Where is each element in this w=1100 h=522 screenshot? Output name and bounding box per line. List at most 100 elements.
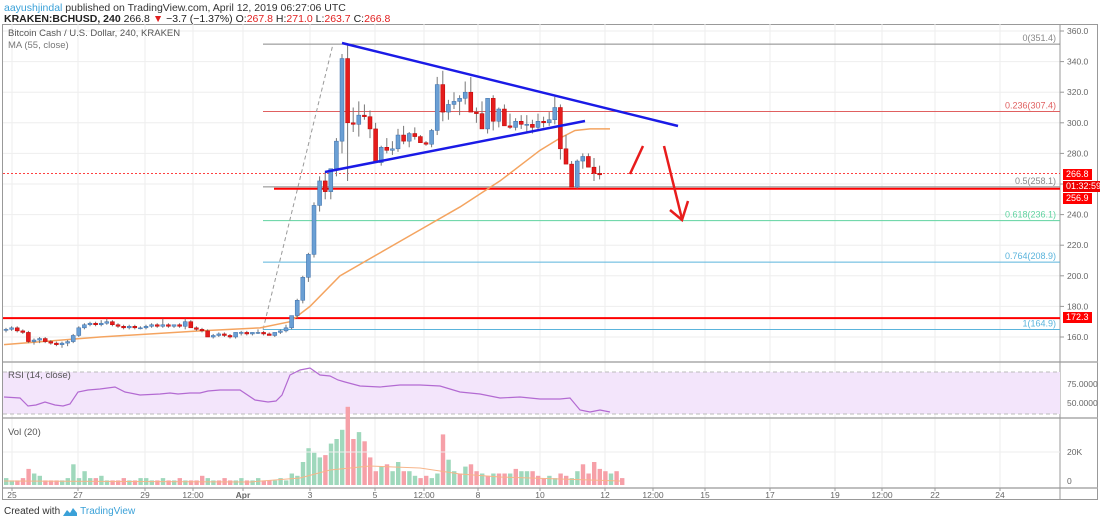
candle-body [390, 148, 395, 151]
candle-body [42, 338, 48, 342]
volume-bar [379, 466, 384, 485]
candle-body [328, 168, 334, 192]
ma-legend: MA (55, close) [8, 40, 69, 51]
candle-body [54, 342, 59, 345]
time-axis-label: 29 [140, 490, 150, 500]
candle-body [37, 338, 42, 341]
volume-bar [564, 475, 569, 485]
fib-level-label: 0.5(258.1) [1015, 176, 1056, 186]
candle-body [440, 84, 446, 113]
candle-body [586, 156, 591, 168]
volume-bar [541, 478, 546, 485]
candle-body [188, 321, 194, 329]
high-label: H: [275, 13, 287, 25]
candle-body [373, 128, 378, 163]
candle-body [418, 136, 423, 143]
candle-body [513, 121, 518, 128]
price-axis-label: 240.0 [1067, 210, 1089, 220]
lower-trendline [324, 119, 586, 174]
volume-bar [614, 471, 619, 485]
upper-trendline [341, 41, 679, 128]
time-axis-label: 3 [308, 490, 313, 500]
volume-bar [435, 473, 440, 485]
candle-body [138, 327, 143, 330]
candle-body [300, 277, 306, 301]
time-axis-label: 22 [930, 490, 940, 500]
candle-body [20, 330, 26, 333]
volume-bar [491, 473, 496, 485]
candle-body [205, 330, 210, 338]
created-with-text: Created with [4, 506, 61, 517]
volume-bar [457, 473, 462, 485]
volume-bar [412, 475, 418, 485]
candle-body [558, 107, 563, 150]
time-axis-label: 12:00 [871, 490, 893, 500]
author-link[interactable]: aayushjindal [4, 2, 63, 14]
candle-body [255, 332, 261, 334]
volume-bar [485, 475, 490, 485]
candle-body [171, 324, 177, 327]
candle-body [194, 327, 199, 330]
candle-body [339, 58, 345, 142]
price-axis-label: 320.0 [1067, 87, 1089, 97]
candle-body [406, 133, 412, 142]
time-axis-label: 15 [700, 490, 710, 500]
candle-body [87, 322, 93, 326]
last-price: 266.8 [123, 13, 150, 25]
candle-body [82, 324, 87, 329]
candle-body [507, 125, 513, 128]
rsi-legend: RSI (14, close) [8, 370, 71, 381]
volume-bar [592, 462, 597, 485]
volume-bar [233, 480, 238, 485]
candle-body [378, 147, 384, 163]
candle-body [238, 332, 244, 334]
volume-bar [340, 429, 345, 485]
price-axis-label: 180.0 [1067, 301, 1089, 311]
low-value: 263.7 [324, 13, 351, 25]
fib-level-label: 1(164.9) [1022, 319, 1056, 329]
candle-body [524, 124, 530, 126]
candle-body [76, 327, 82, 336]
candle-body [580, 156, 586, 162]
volume-legend: Vol (20) [8, 427, 41, 438]
candle-body [401, 134, 406, 142]
time-axis-label: 12:00 [182, 490, 204, 500]
volume-bar [552, 478, 558, 485]
candle-body [266, 333, 272, 336]
volume-bar [328, 443, 334, 485]
volume-bar [463, 466, 468, 485]
candle-body [278, 330, 283, 333]
time-axis-label: 19 [830, 490, 840, 500]
volume-bar [110, 480, 115, 485]
low-label: L: [315, 13, 325, 25]
candle-body [31, 339, 37, 342]
candle-body [502, 108, 507, 127]
candle-body [70, 335, 76, 342]
candle-body [462, 91, 468, 99]
volume-bar [155, 480, 160, 485]
candle-body [166, 324, 171, 327]
tradingview-brand-link[interactable]: TradingView [80, 506, 136, 517]
candle-body [356, 114, 362, 125]
price-axis-label: 200.0 [1067, 271, 1089, 281]
countdown-tag: 01:32:59 [1063, 181, 1100, 192]
chart-frame[interactable] [2, 24, 1098, 500]
candle-body [289, 315, 294, 329]
time-axis-label: 25 [7, 490, 17, 500]
fib-level-label: 0.236(307.4) [1005, 100, 1056, 110]
volume-bar [300, 462, 306, 485]
price-axis-label: 300.0 [1067, 118, 1089, 128]
volume-bar [569, 478, 574, 485]
symbol-summary: KRAKEN:BCHUSD, 240 266.8 ▼ −3.7 (−1.37%)… [4, 13, 390, 25]
candle-body [597, 173, 602, 176]
candle-body [317, 180, 322, 206]
volume-bar [43, 480, 48, 485]
volume-bar [396, 462, 401, 485]
volume-bar [289, 473, 294, 485]
volume-bar [502, 473, 507, 485]
price-axis-label: 280.0 [1067, 148, 1089, 158]
candle-body [121, 326, 126, 329]
candle-body [233, 332, 238, 338]
candle-body [283, 327, 289, 332]
